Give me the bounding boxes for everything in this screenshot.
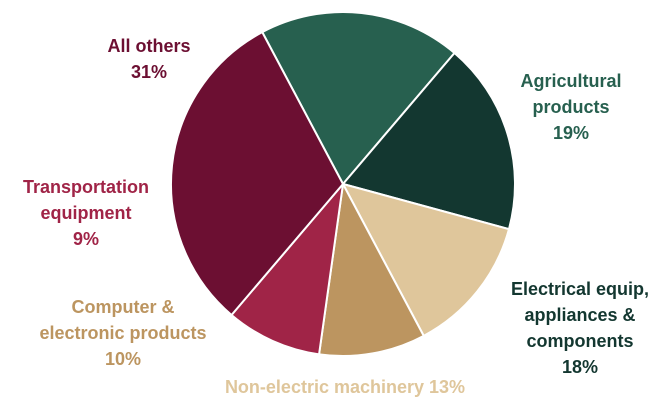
pie-slice-electrical: [342, 52, 516, 231]
slice-label-computer: Computer & electronic products 10%: [39, 297, 206, 369]
slice-label-agricultural: Agricultural products 19%: [520, 71, 621, 143]
slice-label-line: electronic products: [39, 323, 206, 343]
slice-label-line: Transportation: [23, 177, 149, 197]
slice-label-line: Non-electric machinery 13%: [225, 377, 465, 397]
slice-label-line: appliances &: [524, 305, 635, 325]
slice-label-line: 31%: [131, 62, 167, 82]
slice-label-all-others: All others 31%: [107, 36, 190, 82]
slice-label-line: components: [526, 331, 633, 351]
pie-slice-non-electric: [342, 183, 510, 337]
slice-label-line: All others: [107, 36, 190, 56]
slice-label-line: Electrical equip,: [511, 279, 649, 299]
pie-slice-all-others: [170, 31, 344, 316]
slice-label-line: Agricultural: [520, 71, 621, 91]
slice-label-line: equipment: [40, 203, 131, 223]
slice-label-line: Computer &: [72, 297, 175, 317]
pie-labels: Agricultural products 19% Electrical equip,…: [23, 36, 649, 397]
pie-slices: [170, 11, 516, 357]
slice-label-line: 9%: [73, 229, 99, 249]
slice-label-electrical: Electrical equip, appliances & components 1…: [511, 279, 649, 377]
pie-slice-agricultural: [261, 11, 456, 185]
slice-label-line: 10%: [105, 349, 141, 369]
pie-slice-computer: [318, 183, 425, 357]
slice-label-transportation: Transportation equipment 9%: [23, 177, 149, 249]
slice-label-line: 18%: [562, 357, 598, 377]
slice-label-non-electric: Non-electric machinery 13%: [225, 377, 465, 397]
slice-label-line: 19%: [553, 123, 589, 143]
pie-slice-transportation: [230, 183, 344, 356]
slice-label-line: products: [532, 97, 609, 117]
